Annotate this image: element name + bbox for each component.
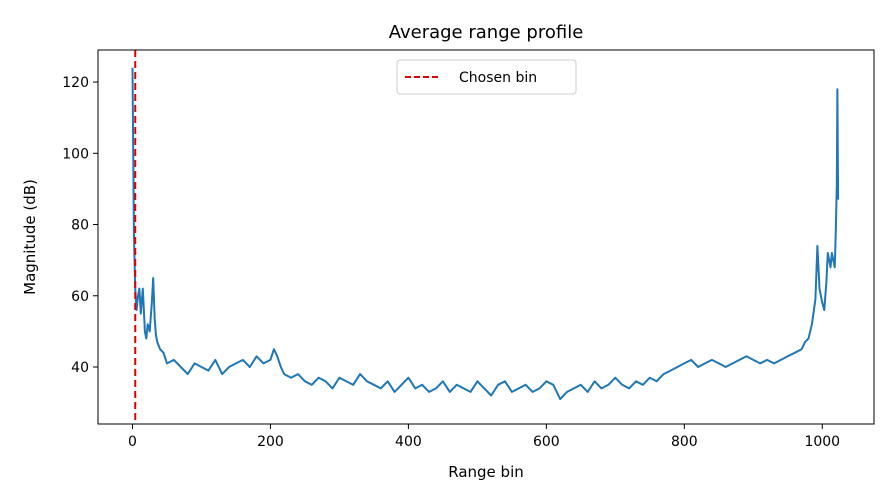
x-tick-label: 0	[128, 434, 137, 450]
y-tick-label: 60	[71, 289, 89, 305]
x-tick-label: 800	[671, 434, 698, 450]
plot-area	[131, 50, 840, 424]
legend-frame	[396, 59, 577, 95]
x-tick-label: 200	[257, 434, 284, 450]
x-tick-label: 400	[395, 434, 422, 450]
x-tick-label: 1000	[804, 434, 840, 450]
x-tick-label: 600	[533, 434, 560, 450]
series-line-0	[131, 67, 840, 401]
x-axis: 0 200 400 600 800 1000	[128, 424, 840, 450]
axes-frame	[97, 49, 875, 425]
y-tick-label: 40	[71, 360, 89, 376]
y-tick-label: 120	[62, 75, 89, 91]
y-tick-label: 100	[62, 146, 89, 162]
legend-chosen-bin-label: Chosen bin	[459, 70, 537, 86]
y-axis-label: Magnitude (dB)	[21, 179, 39, 295]
chart-title: Average range profile	[389, 22, 584, 43]
y-tick-label: 80	[71, 218, 89, 234]
y-axis: 40 60 80 100 120	[62, 75, 98, 376]
x-axis-label: Range bin	[448, 463, 524, 481]
legend: Chosen bin	[396, 59, 577, 95]
